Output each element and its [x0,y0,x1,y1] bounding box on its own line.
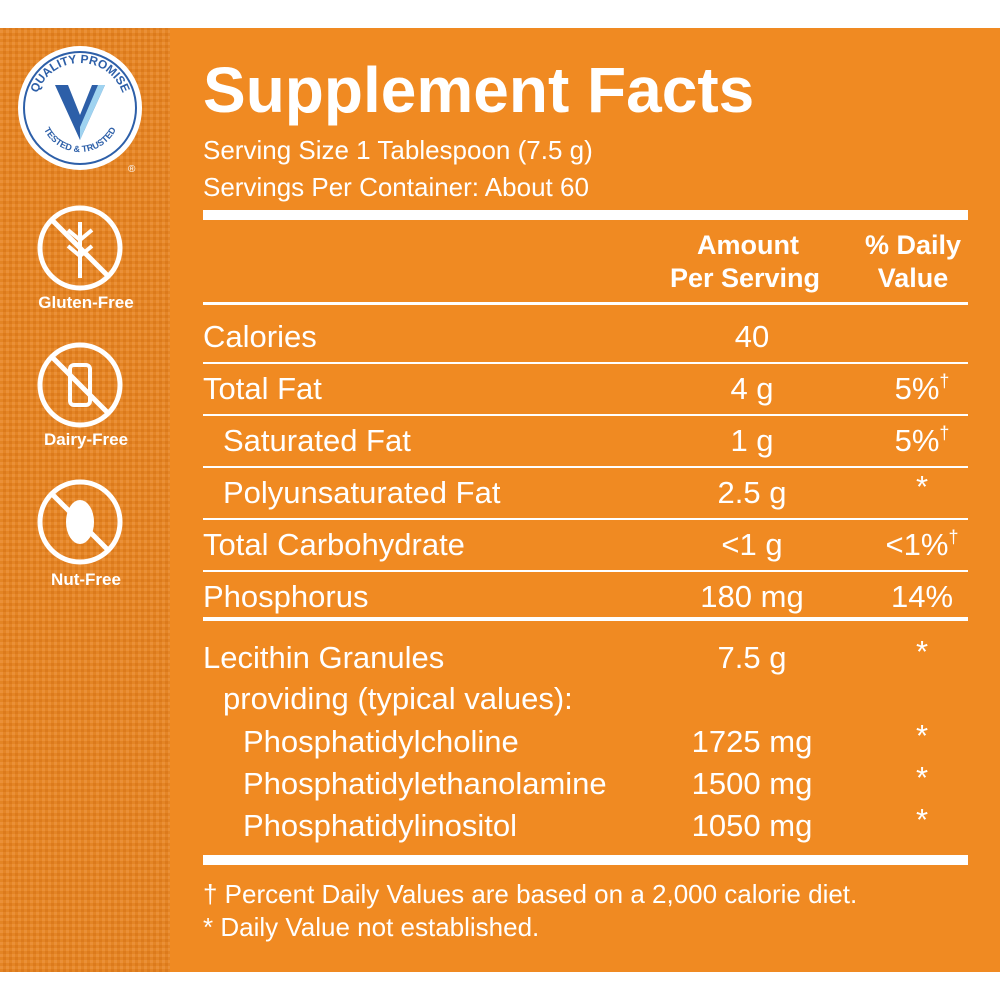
servings-per-container: Servings Per Container: About 60 [203,172,589,202]
nutrient-name: Phosphatidylcholine [243,724,519,759]
amount: 180 mg [700,579,803,614]
header-dv: % Daily [865,230,961,260]
dv-value: * [916,634,928,669]
header-dv: Value [878,263,949,293]
nutrient-name: Lecithin Granules [203,640,444,675]
nutrient-name: Total Carbohydrate [203,527,465,562]
dv-value: * [916,802,928,837]
quality-badge: QUALITY PROMISE TESTED & TRUSTED ® [18,46,142,175]
header-amount: Per Serving [670,263,820,293]
dv-mark: † [948,527,958,547]
footnote: * Daily Value not established. [203,912,539,942]
amount: 1500 mg [692,766,813,801]
dv-value: 5% [895,371,940,406]
lecithin-note: providing (typical values): [223,681,573,716]
dv-value: * [916,760,928,795]
amount: 1050 mg [692,808,813,843]
nutrient-name: Phosphatidylethanolamine [243,766,607,801]
dv-value: * [916,469,928,504]
dv-mark: † [939,371,949,391]
amount: 1725 mg [692,724,813,759]
nutrient-name: Polyunsaturated Fat [223,475,501,510]
dv-value: 14% [891,579,953,614]
rule [203,570,968,572]
claim: Nut-Free [51,570,121,589]
daily-value: * [916,760,928,795]
daily-value: 5%† [895,423,950,458]
header-amount: Amount [697,230,799,260]
serving-size: Serving Size 1 Tablespoon (7.5 g) [203,135,593,165]
rule [203,362,968,364]
rule [203,414,968,416]
dv-value: 5% [895,423,940,458]
amount: 40 [735,319,769,354]
rule [203,466,968,468]
rule [203,302,968,305]
daily-value: * [916,469,928,504]
daily-value: <1%† [886,527,959,562]
amount: 2.5 g [718,475,787,510]
footnote: † Percent Daily Values are based on a 2,… [203,879,857,909]
amount: 7.5 g [718,640,787,675]
daily-value: * [916,718,928,753]
nutrient-name: Total Fat [203,371,322,406]
rule [203,855,968,865]
rule-thick [203,210,968,220]
daily-value: 5%† [895,371,950,406]
nutrient-name: Phosphorus [203,579,368,614]
title: Supplement Facts [203,54,754,126]
claim: Dairy-Free [44,430,128,449]
nutrient-name: Phosphatidylinositol [243,808,517,843]
daily-value: * [916,802,928,837]
dv-value: <1% [886,527,949,562]
amount: <1 g [721,527,782,562]
rules [203,302,968,865]
dv-value: * [916,718,928,753]
nutrient-name: Saturated Fat [223,423,411,458]
rule [203,617,968,621]
claim-icons [37,205,123,565]
amount: 1 g [730,423,773,458]
side-texture [0,28,170,972]
dv-mark: † [939,423,949,443]
daily-value: 14% [891,579,953,614]
nutrient-name: Calories [203,319,317,354]
amount: 4 g [730,371,773,406]
registered: ® [128,164,136,175]
daily-value: * [916,634,928,669]
rule [203,518,968,520]
claim: Gluten-Free [38,293,133,312]
